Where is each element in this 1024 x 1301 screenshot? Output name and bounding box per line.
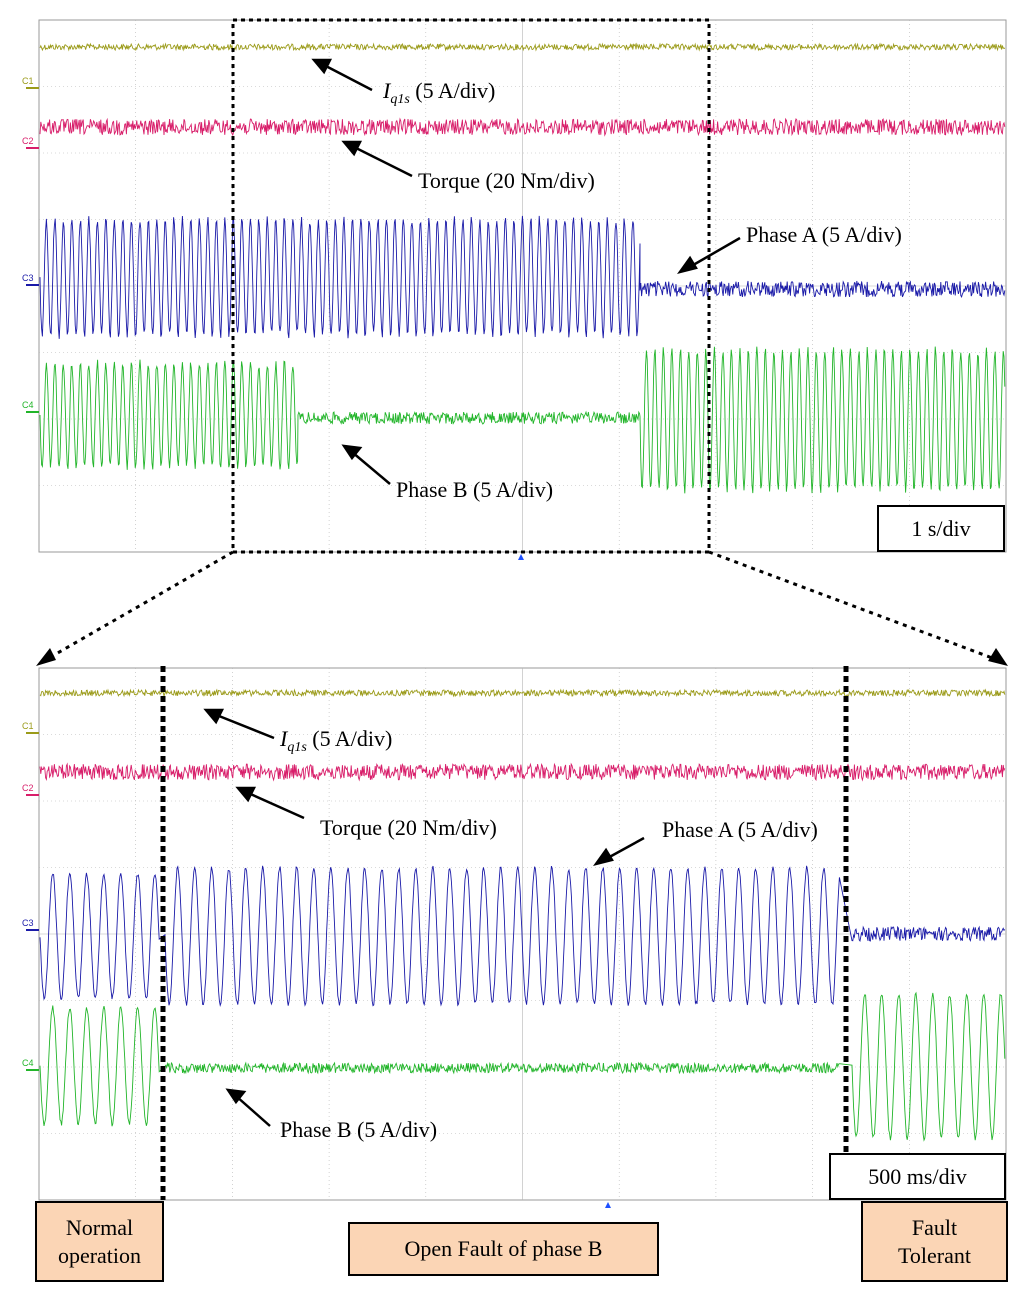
channel-marker-ch4: C4: [22, 400, 34, 410]
channel-marker-ch4: C4: [22, 1058, 34, 1068]
region-open-fault: Open Fault of phase B: [348, 1222, 659, 1276]
trigger-marker-bottom: [605, 1202, 611, 1208]
region-normal-line2: operation: [57, 1242, 142, 1268]
trace-c3-top: [39, 215, 1006, 339]
region-tolerant-line1: Fault: [911, 1214, 958, 1240]
phase-a-label-bottom: Phase A (5 A/div): [662, 817, 818, 842]
channel-markers: C1 C2 C3 C4 C1 C2 C3 C4: [22, 76, 39, 1071]
region-normal-operation: Normal operation: [35, 1201, 164, 1282]
trace-c2-top: [39, 117, 1006, 137]
channel-marker-ch3: C3: [22, 918, 34, 928]
region-fault-tolerant: Fault Tolerant: [861, 1201, 1008, 1282]
timebase-bottom: 500 ms/div: [829, 1153, 1006, 1200]
torque-label-top: Torque (20 Nm/div): [418, 168, 595, 193]
trigger-marker-top: [518, 554, 524, 560]
channel-marker-ch2: C2: [22, 783, 34, 793]
iq-label-bottom: Iq1s (5 A/div): [279, 726, 392, 755]
channel-marker-ch2: C2: [22, 136, 34, 146]
phase-b-label-top: Phase B (5 A/div): [396, 477, 553, 502]
annotation-arrows-top: [311, 58, 741, 485]
zoom-connector-left: [41, 550, 234, 664]
region-tolerant-line2: Tolerant: [898, 1242, 971, 1268]
channel-marker-ch1: C1: [22, 721, 34, 731]
phase-a-label-top: Phase A (5 A/div): [746, 222, 902, 247]
trace-c4-top: [39, 346, 1006, 494]
iq-label-top: Iq1s (5 A/div): [382, 78, 495, 107]
bottom-grid: [39, 668, 1006, 1200]
trace-c4-bottom: [39, 991, 1006, 1142]
zoom-connector-right: [708, 550, 1004, 664]
annotation-arrows-bottom: [203, 708, 645, 1127]
zoom-arrowhead-left: [36, 648, 56, 666]
zoom-arrowhead-right: [988, 648, 1008, 666]
channel-marker-ch3: C3: [22, 273, 34, 283]
channel-marker-ch1: C1: [22, 76, 34, 86]
torque-label-bottom: Torque (20 Nm/div): [320, 815, 497, 840]
region-normal-line1: Normal: [65, 1214, 134, 1240]
timebase-top: 1 s/div: [877, 505, 1005, 552]
trace-c1-top: [39, 42, 1006, 52]
phase-b-label-bottom: Phase B (5 A/div): [280, 1117, 437, 1142]
trace-c3-bottom: [39, 865, 1006, 1008]
